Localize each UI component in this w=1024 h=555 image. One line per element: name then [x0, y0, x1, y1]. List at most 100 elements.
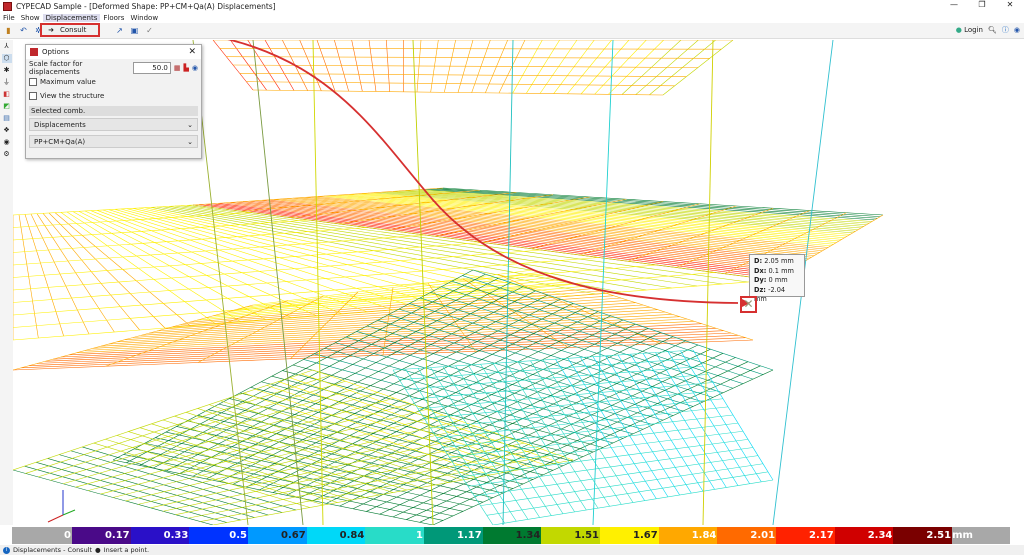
legend-segment: 2.34 [834, 527, 894, 544]
column-line [502, 40, 514, 525]
mesh-line [13, 257, 600, 303]
mesh-line [13, 304, 254, 371]
exit-icon[interactable]: ▮ [6, 26, 11, 35]
mesh-line [126, 273, 486, 463]
mesh-line [461, 439, 749, 477]
mesh-line [480, 463, 764, 506]
legend-segment: 0.33 [130, 527, 190, 544]
legend-segment: 1.67 [600, 527, 659, 544]
type-select[interactable]: Displacements ⌄ [29, 118, 198, 131]
mesh-line [50, 386, 362, 481]
mesh-line [100, 409, 427, 495]
mesh-line [179, 290, 536, 474]
mesh-line [13, 227, 368, 253]
view-3d-icon[interactable]: ⬡ [1, 54, 12, 63]
view-structure-label: View the structure [40, 92, 105, 100]
maximize-button[interactable]: ❐ [978, 0, 986, 9]
gradient-icon[interactable]: ◩ [3, 102, 10, 110]
mesh-line [405, 365, 704, 390]
dy-value: 0 mm [768, 276, 788, 284]
y-axis [62, 509, 76, 516]
consult-label: Consult [60, 26, 87, 34]
d-label: D: [754, 257, 763, 265]
render-icon[interactable]: ✱ [3, 66, 10, 74]
legend-segment: 0.5 [189, 527, 248, 544]
help-icon[interactable]: ◉ [191, 64, 198, 72]
rotate-icon[interactable]: ↶ [20, 26, 27, 35]
close-button[interactable]: ✕ [1006, 0, 1014, 9]
mesh-line [75, 397, 395, 488]
color-scale-legend: 0 0.17 0.33 0.5 0.67 0.84 1 1.17 1.34 1.51 1.67 1.8… [12, 527, 1011, 544]
window-icon[interactable]: ▣ [130, 26, 139, 35]
axes-icon[interactable]: ⅄ [4, 42, 9, 50]
help-globe-icon[interactable]: ◉ [1013, 26, 1020, 34]
info-icon[interactable]: ⓘ [1001, 26, 1009, 34]
legend-segment: 1.51 [541, 527, 601, 544]
minimize-button[interactable]: — [950, 0, 958, 9]
mesh-line [392, 349, 694, 371]
mesh-line [150, 431, 492, 509]
mesh-line [226, 56, 710, 59]
mesh-line [442, 414, 734, 448]
eye-icon[interactable]: ◉ [3, 138, 10, 146]
3d-viewport[interactable] [13, 40, 1024, 525]
orbit-icon[interactable]: ✲ [35, 26, 42, 35]
mesh-line [13, 272, 716, 328]
mesh-line [212, 459, 574, 525]
dy-label: Dy: [754, 276, 767, 284]
mesh-line [13, 369, 314, 471]
toolbar: ▮ ↶ ✲ ↗ ▣ ✓ [0, 23, 1024, 39]
maximum-value-checkbox[interactable] [29, 78, 37, 86]
menu-file[interactable]: File [3, 13, 15, 22]
column-line [252, 40, 304, 525]
mesh-line [532, 269, 754, 341]
combination-select[interactable]: PP+CM+Qa(A) ⌄ [29, 135, 198, 148]
type-select-value: Displacements [34, 120, 86, 129]
left-toolbar: ⅄ ⬡ ✱ ⏚ ◧ ◩ ▤ ❖ ◉ ⚙ [0, 40, 13, 525]
check-icon[interactable]: ✓ [146, 26, 153, 35]
search-icon[interactable]: 🔍︎ [988, 26, 997, 34]
mesh-line [62, 392, 379, 485]
mesh-line [246, 81, 675, 87]
menu-window[interactable]: Window [130, 13, 159, 22]
mesh-line [197, 295, 324, 363]
model-icon[interactable]: ❖ [3, 126, 10, 134]
film-icon[interactable]: ▦ [173, 64, 181, 72]
animate-icon[interactable]: ▙ [183, 64, 189, 72]
mesh-line [417, 382, 714, 410]
mesh-line [339, 340, 686, 507]
view-structure-checkbox[interactable] [29, 92, 37, 100]
mesh-line [474, 455, 759, 497]
mesh-line [13, 212, 252, 228]
floor-icon[interactable]: ⏚ [3, 78, 10, 86]
chevron-down-icon: ⌄ [187, 137, 193, 146]
bullet-icon: ● [95, 546, 101, 554]
mesh-line [531, 203, 700, 250]
mesh-line [392, 357, 736, 518]
legend-segment: 0.67 [248, 527, 307, 544]
pan-icon[interactable]: ↗ [116, 26, 123, 35]
mesh-line [13, 264, 658, 316]
layers-icon[interactable]: ▤ [3, 114, 10, 122]
menu-floors[interactable]: Floors [103, 13, 125, 22]
settings-icon[interactable]: ⚙ [3, 150, 10, 158]
mesh-line [166, 286, 524, 472]
mesh-line [252, 89, 664, 96]
consult-menu-item[interactable]: ➜ Consult [40, 23, 100, 37]
mesh-line [455, 430, 744, 468]
options-icon [30, 48, 38, 56]
colors-icon[interactable]: ◧ [3, 90, 10, 98]
login-button[interactable]: ● Login [956, 26, 983, 34]
mesh-line [152, 282, 511, 469]
options-title: Options [42, 48, 70, 56]
menu-show[interactable]: Show [20, 13, 40, 22]
close-icon[interactable]: ✕ [188, 47, 196, 57]
status-text: Displacements - Consult [13, 546, 93, 554]
mesh-line [366, 348, 711, 512]
mesh-line [112, 414, 444, 498]
mesh-line [137, 425, 476, 505]
x-axis [47, 514, 64, 523]
menu-displacements[interactable]: Displacements [42, 13, 101, 22]
scale-factor-input[interactable]: 50.0 [132, 62, 171, 74]
selected-comb-header: Selected comb. [29, 106, 198, 116]
